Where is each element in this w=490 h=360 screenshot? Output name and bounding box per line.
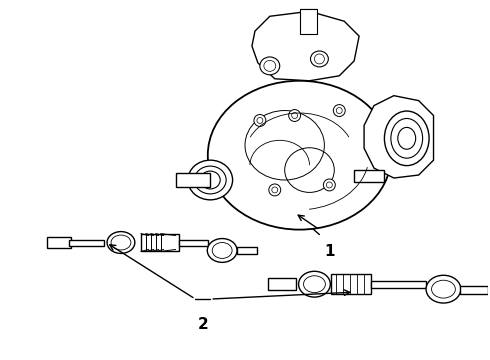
Polygon shape — [252, 11, 359, 81]
Ellipse shape — [107, 231, 135, 253]
Circle shape — [289, 109, 300, 121]
Bar — [175, 173, 210, 187]
Ellipse shape — [298, 271, 330, 297]
Bar — [460, 286, 488, 294]
Text: 2: 2 — [198, 317, 209, 332]
Bar — [70, 239, 104, 247]
Circle shape — [323, 179, 335, 191]
Circle shape — [269, 184, 281, 196]
Ellipse shape — [207, 239, 237, 262]
Bar — [371, 281, 426, 288]
Circle shape — [254, 114, 266, 126]
Bar — [331, 274, 371, 294]
Bar — [354, 170, 384, 182]
Text: 1: 1 — [324, 244, 335, 260]
Ellipse shape — [426, 275, 461, 303]
Bar — [299, 9, 318, 34]
Bar — [141, 234, 178, 251]
Ellipse shape — [208, 81, 392, 230]
Bar — [237, 247, 257, 255]
Polygon shape — [364, 96, 434, 178]
Bar — [178, 239, 208, 247]
Bar — [268, 278, 295, 290]
Ellipse shape — [385, 111, 429, 166]
Circle shape — [333, 105, 345, 117]
Ellipse shape — [311, 51, 328, 67]
Bar — [47, 237, 72, 248]
Ellipse shape — [188, 160, 233, 200]
Ellipse shape — [260, 57, 280, 75]
